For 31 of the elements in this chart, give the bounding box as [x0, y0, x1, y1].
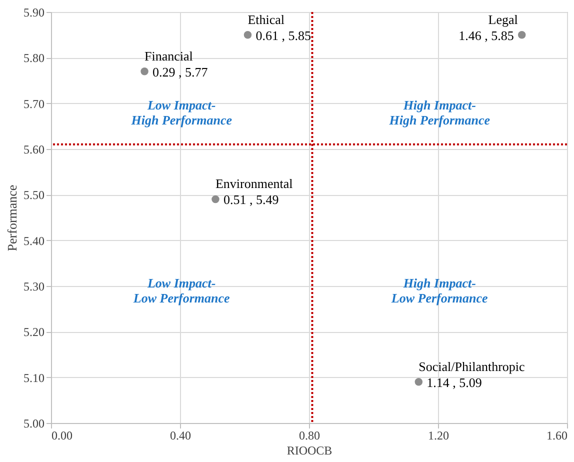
series-label: Environmental: [215, 176, 294, 192]
y-axis-title: Performance: [4, 184, 20, 252]
y-tick-label: 5.60: [24, 142, 44, 156]
data-label: 0.29 , 5.77: [152, 64, 208, 80]
series-label: Financial: [144, 48, 194, 64]
data-label: 1.14 , 5.09: [426, 374, 482, 390]
y-tick-label: 5.20: [24, 325, 44, 340]
data-label: 0.61 , 5.85: [256, 28, 311, 43]
series-label: Ethical: [248, 12, 285, 27]
x-tick-label: 1.20: [428, 428, 449, 442]
y-tick-label: 5.10: [24, 370, 44, 385]
x-tick-label: 0.80: [299, 428, 320, 442]
data-label: 1.46 , 5.85: [458, 28, 514, 43]
annotation: Low Impact- Low Performance: [132, 276, 230, 306]
x-tick-label: 0.40: [170, 428, 191, 442]
annotation: High Impact- Low Performance: [390, 276, 488, 306]
x-axis-title: RIOOCB: [286, 444, 332, 458]
annotation: Low Impact- High Performance: [130, 98, 232, 128]
annotation: High Impact- High Performance: [388, 98, 490, 128]
y-tick-label: 5.30: [24, 280, 44, 294]
y-tick-label: 5.80: [24, 51, 44, 66]
x-tick-label: 0.00: [52, 428, 72, 442]
series-label: Social/Philanthropic: [418, 358, 526, 374]
y-tick-label: 5.40: [24, 234, 44, 248]
y-tick-label: 5.00: [24, 416, 44, 430]
series-label: Legal: [488, 12, 518, 27]
x-tick-label: 1.60: [546, 428, 568, 442]
y-tick-label: 5.90: [24, 6, 44, 20]
y-tick-label: 5.50: [24, 188, 44, 202]
y-tick-label: 5.70: [24, 96, 44, 111]
data-label: 0.51 , 5.49: [223, 192, 279, 208]
